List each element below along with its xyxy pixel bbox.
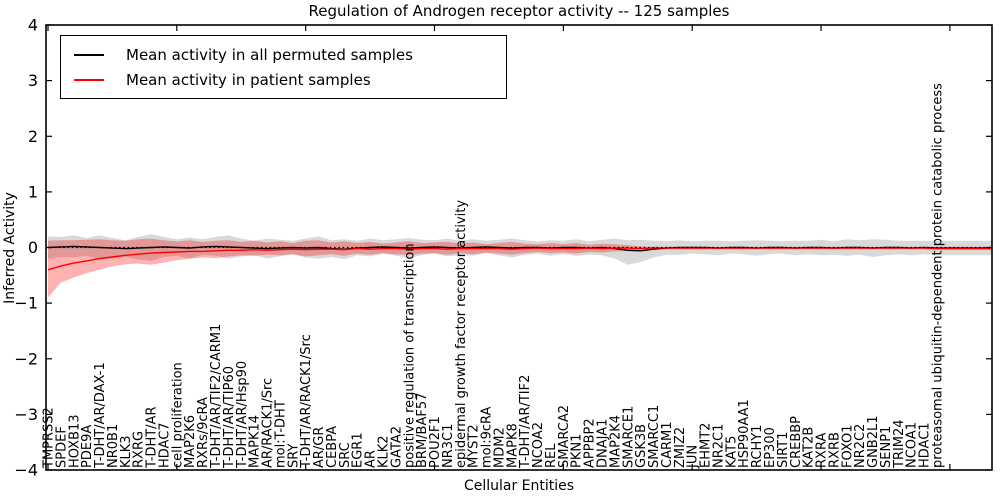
x-tick-label: FOXO1 [840, 425, 855, 468]
x-tick-label: ZMIZ2 [673, 427, 688, 468]
x-tick-label: cell proliferation [170, 362, 185, 468]
x-tick-label: AR/RACK1/Src [261, 378, 276, 468]
patient-mean-line [47, 247, 992, 271]
x-tick-label: RCHY1 [750, 425, 765, 468]
x-tick-label: SENP1 [879, 426, 894, 468]
x-tick-label: CREBBP [789, 416, 804, 468]
x-tick-label: AR/GR [312, 427, 327, 468]
y-tick-label: −2 [14, 349, 38, 368]
x-tick-label: SPDEF [54, 426, 69, 468]
x-tick-label: NCOA2 [531, 422, 546, 468]
x-tick-label: EP300 [763, 427, 778, 468]
x-tick-label: REL [544, 443, 559, 468]
x-tick-label: MAPK14 [248, 415, 263, 468]
x-tick-label: T-DHT/AR/Hsp90 [235, 361, 250, 469]
legend-label-permuted: Mean activity in all permuted samples [126, 45, 413, 64]
x-tick-label: POU2F1 [428, 416, 443, 468]
y-tick-label: 0 [28, 238, 38, 257]
x-tick-label: T-DHT/AR [145, 407, 160, 469]
x-tick-label: KAT2B [802, 427, 817, 468]
y-axis-label: Inferred Activity [2, 192, 18, 304]
patient-line-swatch [74, 78, 104, 81]
x-tick-label: SRY [286, 444, 301, 468]
y-tick-label: 4 [28, 16, 38, 35]
x-tick-label: mol:T-DHT [273, 400, 288, 468]
x-tick-label: NR2C2 [853, 424, 868, 468]
x-tick-label: T-DHT/AR/RACK1/Src [299, 334, 314, 469]
legend-item-permuted: Mean activity in all permuted samples [74, 46, 506, 64]
y-tick-label: −3 [14, 405, 38, 424]
x-tick-label: SIRT1 [776, 432, 791, 468]
legend-label-patient: Mean activity in patient samples [126, 70, 371, 89]
x-tick-label: RXRG [132, 431, 147, 468]
x-tick-label: MDM2 [492, 427, 507, 468]
x-tick-label: T-DHT/AR/TIF2/CARM1 [209, 324, 224, 469]
x-tick-label: HDAC1 [918, 422, 933, 468]
x-tick-label: PDE9A [80, 425, 95, 468]
x-tick-label: MAP2K4 [608, 415, 623, 468]
x-tick-label: TRIM24 [892, 419, 907, 469]
x-tick-label: AR [364, 450, 379, 468]
x-tick-label: RXRA [815, 433, 830, 468]
permuted-line-swatch [74, 53, 104, 56]
x-tick-label: MYST2 [467, 424, 482, 468]
x-tick-label: EGR1 [351, 432, 366, 468]
x-tick-label: T-DHT/AR/DAX-1 [93, 362, 108, 469]
legend: Mean activity in all permuted samples Me… [60, 35, 507, 99]
x-tick-label: GNB2L1 [866, 415, 881, 468]
x-tick-label: GATA2 [389, 426, 404, 468]
x-tick-label: SMARCC1 [647, 405, 662, 468]
x-tick-label: NR3C1 [441, 424, 456, 468]
x-tick-label: NR0B1 [106, 424, 121, 468]
x-tick-label: epidermal growth factor receptor activit… [454, 200, 469, 468]
x-tick-label: DNAJA1 [596, 419, 611, 468]
x-tick-label: JUN [686, 445, 701, 469]
x-tick-label: NR2C1 [712, 424, 727, 468]
y-tick-label: 2 [28, 127, 38, 146]
x-tick-label: T-DHT/AR/TIP60 [222, 366, 237, 469]
y-tick-label: −1 [14, 294, 38, 313]
x-tick-label: EHMT2 [699, 423, 714, 468]
x-tick-label: MAPK8 [505, 423, 520, 468]
x-tick-label: SMARCE1 [621, 406, 636, 468]
x-tick-label: KLK2 [377, 435, 392, 468]
patient-confidence-band [48, 238, 992, 298]
x-axis-label: Cellular Entities [463, 478, 575, 494]
x-tick-label: BRM/BAF57 [415, 393, 430, 468]
x-tick-label: RXRB [827, 432, 842, 468]
x-tick-label: PKN1 [570, 434, 585, 468]
x-tick-label: APPBP2 [583, 418, 598, 468]
y-tick-label: 1 [28, 182, 38, 201]
x-tick-label: CEBPA [325, 426, 340, 468]
x-tick-label: HOXB13 [67, 414, 82, 468]
x-tick-label: HDAC7 [158, 422, 173, 468]
x-tick-label: MAP2K6 [183, 415, 198, 468]
legend-item-patient: Mean activity in patient samples [74, 71, 506, 89]
x-tick-label: RXRs/9cRA [196, 397, 211, 468]
y-tick-label: −4 [14, 461, 38, 480]
x-tick-label: SRC [338, 442, 353, 468]
x-tick-label: proteasomal ubiquitin-dependent protein … [931, 83, 946, 468]
x-tick-label: NCOA1 [905, 422, 920, 468]
x-tick-label: KAT5 [724, 436, 739, 468]
x-tick-label: mol:9cRA [480, 406, 495, 468]
x-tick-label: HSP90AA1 [737, 399, 752, 468]
x-tick-label: KLK3 [119, 435, 134, 468]
x-tick-label: T-DHT/AR/TIF2 [518, 375, 533, 469]
x-tick-label: GSK3B [634, 424, 649, 468]
x-tick-label: TMPRSS2 [42, 407, 57, 469]
chart-title: Regulation of Androgen receptor activity… [308, 2, 730, 20]
y-tick-label: 3 [28, 71, 38, 90]
x-tick-label: CARM1 [660, 422, 675, 469]
x-tick-label: positive regulation of transcription [402, 243, 417, 468]
x-tick-label: SMARCA2 [557, 405, 572, 468]
